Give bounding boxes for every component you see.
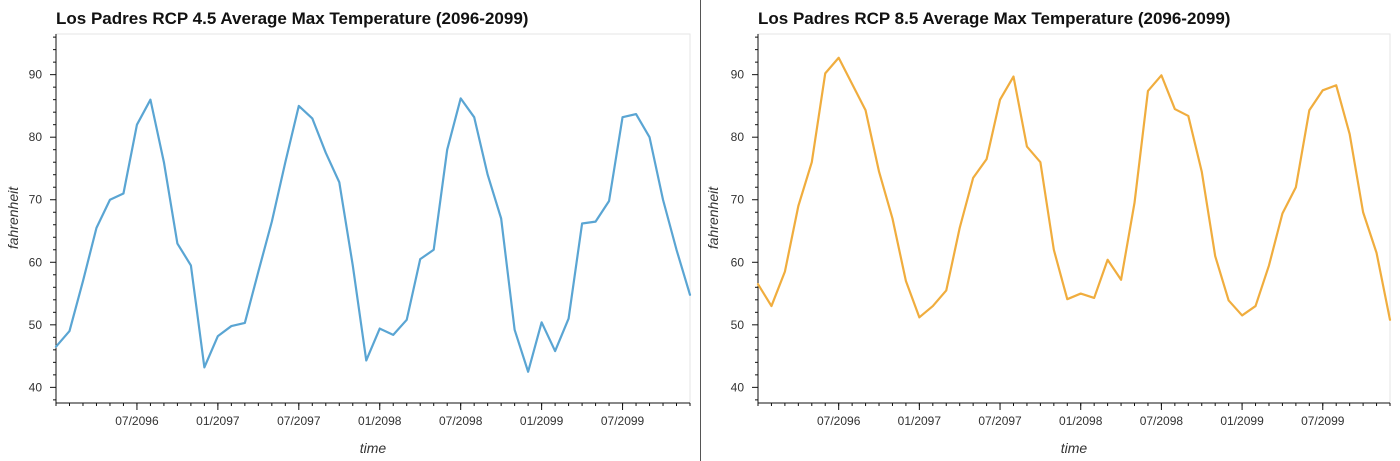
y-tick-label: 40	[731, 380, 745, 394]
x-tick-label: 07/2098	[1140, 414, 1184, 428]
y-tick-label: 40	[29, 380, 43, 394]
x-tick-label: 01/2097	[898, 414, 942, 428]
plot-frame	[757, 33, 1391, 404]
chart-panel-rcp85: Los Padres RCP 8.5 Average Max Temperatu…	[700, 0, 1400, 461]
x-tick-label: 07/2099	[1301, 414, 1345, 428]
y-tick-label: 50	[731, 318, 745, 332]
y-tick-label: 50	[29, 318, 43, 332]
y-tick-label: 90	[731, 68, 745, 82]
x-tick-label: 07/2099	[601, 414, 645, 428]
y-tick-label: 70	[731, 193, 745, 207]
chart-panel-rcp45: Los Padres RCP 4.5 Average Max Temperatu…	[5, 9, 692, 456]
x-tick-label: 01/2098	[358, 414, 402, 428]
y-tick-label: 70	[29, 193, 43, 207]
y-tick-label: 80	[29, 130, 43, 144]
chart-rcp85-svg: Los Padres RCP 8.5 Average Max Temperatu…	[705, 9, 1392, 456]
y-tick-label: 60	[29, 255, 43, 269]
x-tick-label: 07/2098	[439, 414, 483, 428]
x-tick-label: 07/2096	[115, 414, 159, 428]
y-axis-label: fahrenheit	[5, 186, 21, 249]
chart-rcp45-svg: Los Padres RCP 4.5 Average Max Temperatu…	[5, 9, 692, 456]
y-tick-label: 80	[731, 130, 745, 144]
series-line	[756, 56, 1392, 321]
x-tick-label: 01/2099	[520, 414, 564, 428]
x-tick-label: 07/2097	[277, 414, 321, 428]
series-line	[54, 97, 692, 373]
plot-frame	[55, 33, 691, 404]
y-tick-label: 60	[731, 255, 745, 269]
x-tick-label: 07/2097	[978, 414, 1022, 428]
x-tick-label: 01/2099	[1220, 414, 1264, 428]
y-tick-label: 90	[29, 68, 43, 82]
chart-title: Los Padres RCP 4.5 Average Max Temperatu…	[56, 9, 528, 28]
chart-title: Los Padres RCP 8.5 Average Max Temperatu…	[758, 9, 1230, 28]
y-axis-label: fahrenheit	[705, 186, 721, 249]
x-tick-label: 01/2098	[1059, 414, 1103, 428]
x-axis-label: time	[360, 440, 387, 456]
panel-divider	[700, 0, 701, 461]
x-tick-label: 07/2096	[817, 414, 861, 428]
x-tick-label: 01/2097	[196, 414, 240, 428]
x-axis-label: time	[1061, 440, 1088, 456]
